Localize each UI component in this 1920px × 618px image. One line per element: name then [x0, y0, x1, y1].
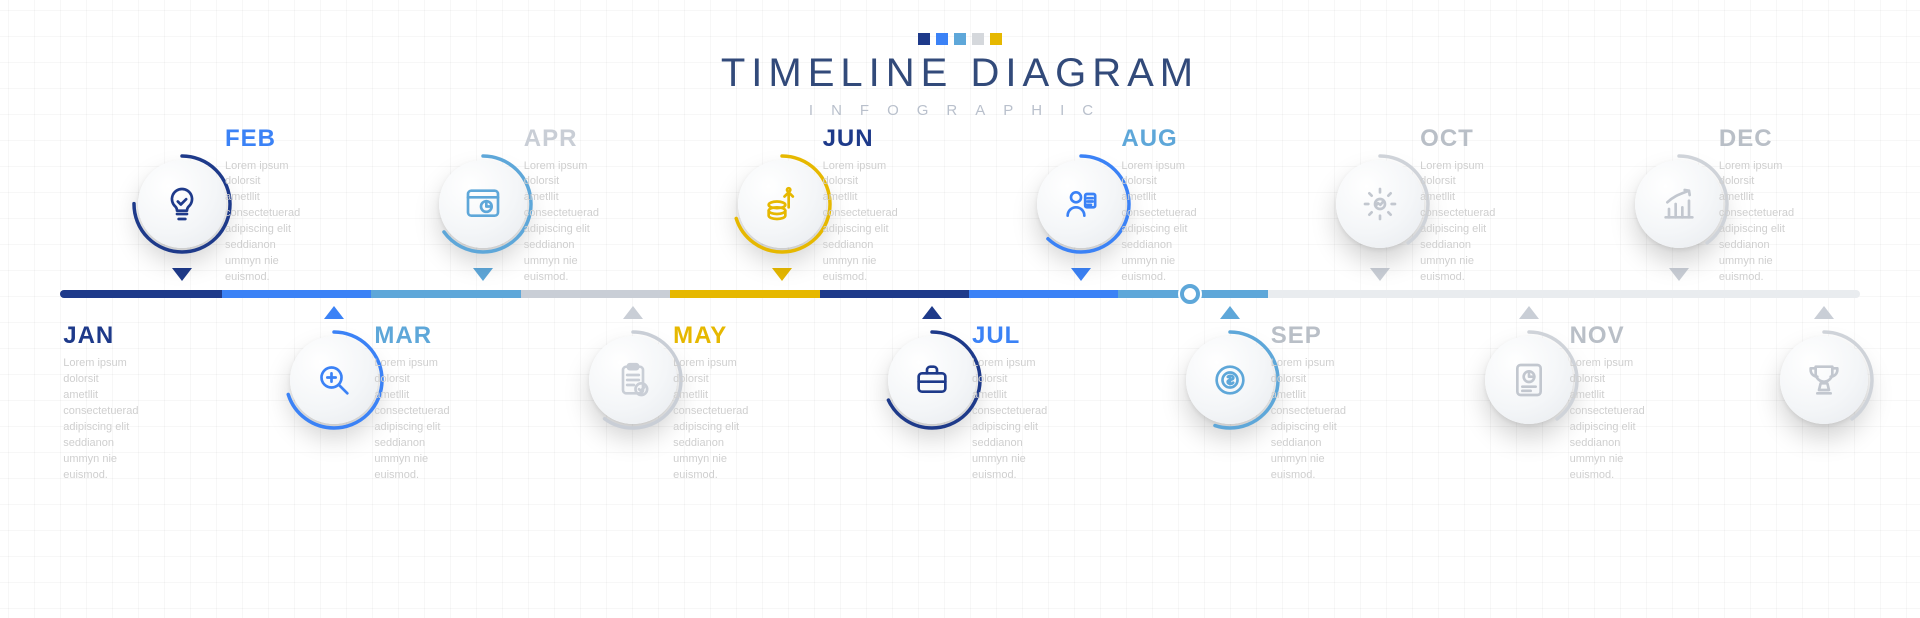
- pointer-mar: [473, 268, 493, 281]
- month-label-nov: NOV: [1570, 322, 1660, 350]
- cell-sep: SEP Lorem ipsum dolorsitametllit consecte…: [1268, 0, 1417, 618]
- cell-dec: DEC Lorem ipsum dolorsitametllit consecte…: [1716, 0, 1860, 618]
- node-jan: [138, 160, 226, 248]
- cell-apr: APR Lorem ipsum dolorsitametllit consecte…: [521, 0, 670, 618]
- node-jun: [888, 336, 976, 424]
- cell-nov: NOV Lorem ipsum dolorsitametllit consecte…: [1567, 0, 1716, 618]
- pointer-oct: [1519, 306, 1539, 319]
- month-label-feb: FEB: [225, 125, 315, 153]
- node-feb: [290, 336, 378, 424]
- label-block-aug: AUG Lorem ipsum dolorsitametllit consecte…: [1121, 125, 1211, 287]
- cells: JAN Lorem ipsum dolorsitametllit consecte…: [60, 0, 1860, 618]
- month-desc-aug: Lorem ipsum dolorsitametllit consectetue…: [1121, 159, 1211, 287]
- pointer-jan: [172, 268, 192, 281]
- node-dec: [1780, 336, 1868, 424]
- month-desc-jul: Lorem ipsum dolorsitametllit consectetue…: [972, 356, 1062, 484]
- label-block-mar: MAR Lorem ipsum dolorsitametllit consecte…: [374, 322, 464, 484]
- cell-may: MAY Lorem ipsum dolorsitametllit consecte…: [670, 0, 819, 618]
- node-jul: [1037, 160, 1125, 248]
- node-may: [738, 160, 826, 248]
- node-nov: [1635, 160, 1723, 248]
- cell-aug: AUG Lorem ipsum dolorsitametllit consecte…: [1118, 0, 1267, 618]
- node-apr: [589, 336, 677, 424]
- month-label-jun: JUN: [823, 125, 913, 153]
- month-label-may: MAY: [673, 322, 763, 350]
- month-label-oct: OCT: [1420, 125, 1510, 153]
- pointer-sep: [1370, 268, 1390, 281]
- label-block-jul: JUL Lorem ipsum dolorsitametllit consecte…: [972, 322, 1062, 484]
- pointer-jun: [922, 306, 942, 319]
- cell-jun: JUN Lorem ipsum dolorsitametllit consecte…: [820, 0, 969, 618]
- month-label-aug: AUG: [1121, 125, 1211, 153]
- label-block-oct: OCT Lorem ipsum dolorsitametllit consecte…: [1420, 125, 1510, 287]
- month-desc-jun: Lorem ipsum dolorsitametllit consectetue…: [823, 159, 913, 287]
- month-desc-feb: Lorem ipsum dolorsitametllit consectetue…: [225, 159, 315, 287]
- node-sep: [1336, 160, 1424, 248]
- cell-feb: FEB Lorem ipsum dolorsitametllit consecte…: [222, 0, 371, 618]
- month-label-jan: JAN: [63, 322, 160, 350]
- node-oct: [1485, 336, 1573, 424]
- node-aug: [1186, 336, 1274, 424]
- label-block-jan: JAN Lorem ipsum dolorsitametllit consecte…: [63, 322, 160, 484]
- month-desc-jan: Lorem ipsum dolorsitametllit consectetue…: [63, 356, 160, 484]
- pointer-aug: [1220, 306, 1240, 319]
- month-desc-mar: Lorem ipsum dolorsitametllit consectetue…: [374, 356, 464, 484]
- month-desc-may: Lorem ipsum dolorsitametllit consectetue…: [673, 356, 763, 484]
- month-desc-dec: Lorem ipsum dolorsitametllit consectetue…: [1719, 159, 1805, 287]
- month-label-sep: SEP: [1271, 322, 1361, 350]
- pointer-nov: [1669, 268, 1689, 281]
- label-block-sep: SEP Lorem ipsum dolorsitametllit consecte…: [1271, 322, 1361, 484]
- cell-jan: JAN Lorem ipsum dolorsitametllit consecte…: [60, 0, 222, 618]
- month-label-apr: APR: [524, 125, 614, 153]
- month-desc-oct: Lorem ipsum dolorsitametllit consectetue…: [1420, 159, 1510, 287]
- pointer-feb: [324, 306, 344, 319]
- node-mar: [439, 160, 527, 248]
- month-label-mar: MAR: [374, 322, 464, 350]
- cell-mar: MAR Lorem ipsum dolorsitametllit consecte…: [371, 0, 520, 618]
- label-block-jun: JUN Lorem ipsum dolorsitametllit consecte…: [823, 125, 913, 287]
- pointer-dec: [1814, 306, 1834, 319]
- pointer-jul: [1071, 268, 1091, 281]
- pointer-apr: [623, 306, 643, 319]
- month-label-jul: JUL: [972, 322, 1062, 350]
- pointer-may: [772, 268, 792, 281]
- label-block-apr: APR Lorem ipsum dolorsitametllit consecte…: [524, 125, 614, 287]
- label-block-feb: FEB Lorem ipsum dolorsitametllit consecte…: [225, 125, 315, 287]
- cell-oct: OCT Lorem ipsum dolorsitametllit consecte…: [1417, 0, 1566, 618]
- month-label-dec: DEC: [1719, 125, 1805, 153]
- month-desc-apr: Lorem ipsum dolorsitametllit consectetue…: [524, 159, 614, 287]
- month-desc-sep: Lorem ipsum dolorsitametllit consectetue…: [1271, 356, 1361, 484]
- label-block-may: MAY Lorem ipsum dolorsitametllit consecte…: [673, 322, 763, 484]
- month-desc-nov: Lorem ipsum dolorsitametllit consectetue…: [1570, 356, 1660, 484]
- label-block-nov: NOV Lorem ipsum dolorsitametllit consecte…: [1570, 322, 1660, 484]
- cell-jul: JUL Lorem ipsum dolorsitametllit consecte…: [969, 0, 1118, 618]
- label-block-dec: DEC Lorem ipsum dolorsitametllit consecte…: [1719, 125, 1805, 287]
